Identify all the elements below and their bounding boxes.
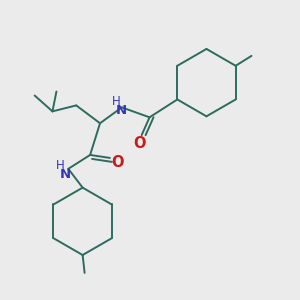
Text: H: H	[56, 159, 65, 172]
Text: N: N	[60, 168, 71, 181]
Text: H: H	[112, 95, 120, 108]
Text: N: N	[115, 104, 126, 117]
Text: O: O	[134, 136, 146, 151]
Text: O: O	[112, 155, 124, 170]
